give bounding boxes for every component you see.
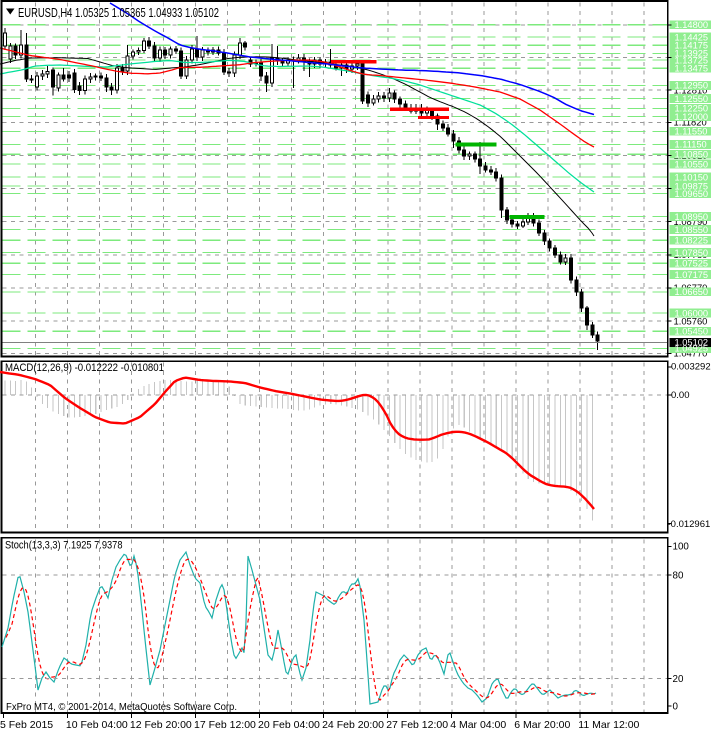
svg-text:1.13925: 1.13925 xyxy=(675,49,709,59)
svg-text:1.12000: 1.12000 xyxy=(675,112,709,122)
svg-text:1.05450: 1.05450 xyxy=(675,327,709,337)
svg-text:1.10850: 1.10850 xyxy=(675,150,709,160)
svg-text:1.05102: 1.05102 xyxy=(675,338,709,348)
svg-text:1.07525: 1.07525 xyxy=(675,259,709,269)
svg-text:12 Feb 20:00: 12 Feb 20:00 xyxy=(130,719,192,731)
svg-text:1.10150: 1.10150 xyxy=(675,172,709,182)
svg-text:EURUSD,H4 1.05325 1.05365 1.0: EURUSD,H4 1.05325 1.05365 1.04933 1.0510… xyxy=(18,6,219,20)
svg-text:1.12550: 1.12550 xyxy=(675,94,709,104)
svg-text:1.14425: 1.14425 xyxy=(675,32,709,42)
svg-text:MACD(12,26,9) -0.012222 -0.010: MACD(12,26,9) -0.012222 -0.010801 xyxy=(5,362,164,374)
svg-text:1.06000: 1.06000 xyxy=(675,308,709,318)
svg-text:1.11820: 1.11820 xyxy=(674,117,707,128)
svg-text:1.11150: 1.11150 xyxy=(675,140,707,150)
svg-text:0: 0 xyxy=(673,702,679,713)
svg-text:1.04925: 1.04925 xyxy=(675,344,709,354)
svg-text:1.08950: 1.08950 xyxy=(675,212,709,222)
svg-text:24 Feb 20:00: 24 Feb 20:00 xyxy=(322,719,384,731)
svg-text:0.00: 0.00 xyxy=(671,390,690,401)
svg-text:6 Mar 20:00: 6 Mar 20:00 xyxy=(514,719,570,731)
svg-text:1.12950: 1.12950 xyxy=(675,81,709,91)
svg-text:1.09650: 1.09650 xyxy=(675,189,709,199)
svg-text:1.06650: 1.06650 xyxy=(675,287,709,297)
svg-text:80: 80 xyxy=(673,570,684,581)
svg-text:11 Mar 12:00: 11 Mar 12:00 xyxy=(578,719,639,731)
svg-text:-0.012961: -0.012961 xyxy=(668,519,711,530)
svg-text:1.08550: 1.08550 xyxy=(675,225,709,235)
svg-text:1.05760: 1.05760 xyxy=(674,315,708,326)
svg-text:1.08225: 1.08225 xyxy=(675,236,709,246)
svg-text:1.11550: 1.11550 xyxy=(675,127,708,137)
svg-text:4 Mar 04:00: 4 Mar 04:00 xyxy=(450,719,506,731)
svg-text:FxPro MT4, © 2001-2014, MetaQu: FxPro MT4, © 2001-2014, MetaQuotes Softw… xyxy=(6,701,237,713)
svg-text:1.09875: 1.09875 xyxy=(675,181,709,191)
svg-text:1.07850: 1.07850 xyxy=(675,248,709,258)
svg-text:0.003292: 0.003292 xyxy=(671,361,711,372)
svg-text:1.04770: 1.04770 xyxy=(674,348,708,359)
svg-text:1.08790: 1.08790 xyxy=(674,216,708,227)
svg-text:27 Feb 12:00: 27 Feb 12:00 xyxy=(386,719,448,731)
svg-text:1.14175: 1.14175 xyxy=(675,41,709,51)
svg-text:1.12250: 1.12250 xyxy=(675,104,709,114)
svg-text:20: 20 xyxy=(673,674,684,685)
svg-text:1.14800: 1.14800 xyxy=(675,20,709,30)
svg-text:10 Feb 04:00: 10 Feb 04:00 xyxy=(66,719,128,731)
svg-text:1.10550: 1.10550 xyxy=(675,159,709,169)
svg-text:20 Feb 04:00: 20 Feb 04:00 xyxy=(258,719,320,731)
svg-text:1.13725: 1.13725 xyxy=(675,55,709,65)
svg-text:Stoch(13,3,3) 7.1925 7.9378: Stoch(13,3,3) 7.1925 7.9378 xyxy=(5,540,123,552)
svg-text:100: 100 xyxy=(673,542,690,553)
svg-text:5 Feb 2015: 5 Feb 2015 xyxy=(0,719,53,731)
svg-text:17 Feb 12:00: 17 Feb 12:00 xyxy=(194,719,256,731)
svg-text:1.07175: 1.07175 xyxy=(675,270,709,280)
svg-text:1.13475: 1.13475 xyxy=(675,64,709,74)
